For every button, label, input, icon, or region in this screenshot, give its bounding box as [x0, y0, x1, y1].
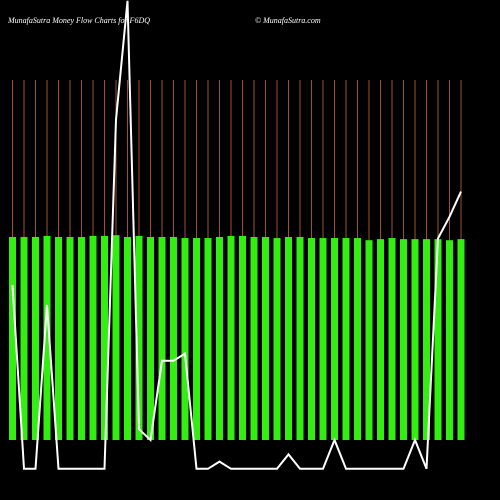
- bar: [250, 236, 258, 440]
- bar: [204, 238, 212, 440]
- bar: [227, 235, 235, 440]
- bar: [319, 238, 327, 440]
- bar: [9, 236, 16, 440]
- bar: [354, 238, 361, 440]
- bar: [365, 240, 373, 440]
- bar: [400, 239, 407, 440]
- bar: [262, 236, 269, 440]
- bar: [147, 236, 154, 440]
- bar: [377, 239, 384, 440]
- bar: [20, 236, 28, 440]
- chart-subtitle: © MunafaSutra.com: [255, 16, 321, 25]
- bar: [66, 236, 74, 440]
- bar: [101, 235, 108, 440]
- bar: [181, 238, 189, 440]
- bar: [388, 238, 396, 440]
- bar: [273, 238, 281, 440]
- bar: [331, 238, 338, 440]
- bar: [193, 238, 200, 440]
- bar: [135, 235, 143, 440]
- bar: [285, 236, 292, 440]
- bar: [32, 236, 39, 440]
- bar: [124, 236, 131, 440]
- bar: [216, 236, 223, 440]
- bar: [170, 236, 177, 440]
- line: [11, 0, 462, 470]
- bar: [457, 239, 465, 440]
- bar: [296, 236, 304, 440]
- bar: [112, 235, 120, 440]
- bar: [239, 235, 246, 440]
- bar: [342, 238, 350, 440]
- bar: [423, 239, 430, 440]
- bar: [89, 235, 97, 440]
- chart-title: MunafaSutra Money Flow Charts for F6DQ: [7, 16, 150, 25]
- bar: [158, 236, 166, 440]
- bar: [308, 238, 315, 440]
- bar: [434, 239, 442, 440]
- bar: [411, 239, 419, 440]
- bar: [43, 235, 51, 440]
- bar: [78, 236, 85, 440]
- bar: [55, 236, 62, 440]
- bar: [446, 240, 453, 440]
